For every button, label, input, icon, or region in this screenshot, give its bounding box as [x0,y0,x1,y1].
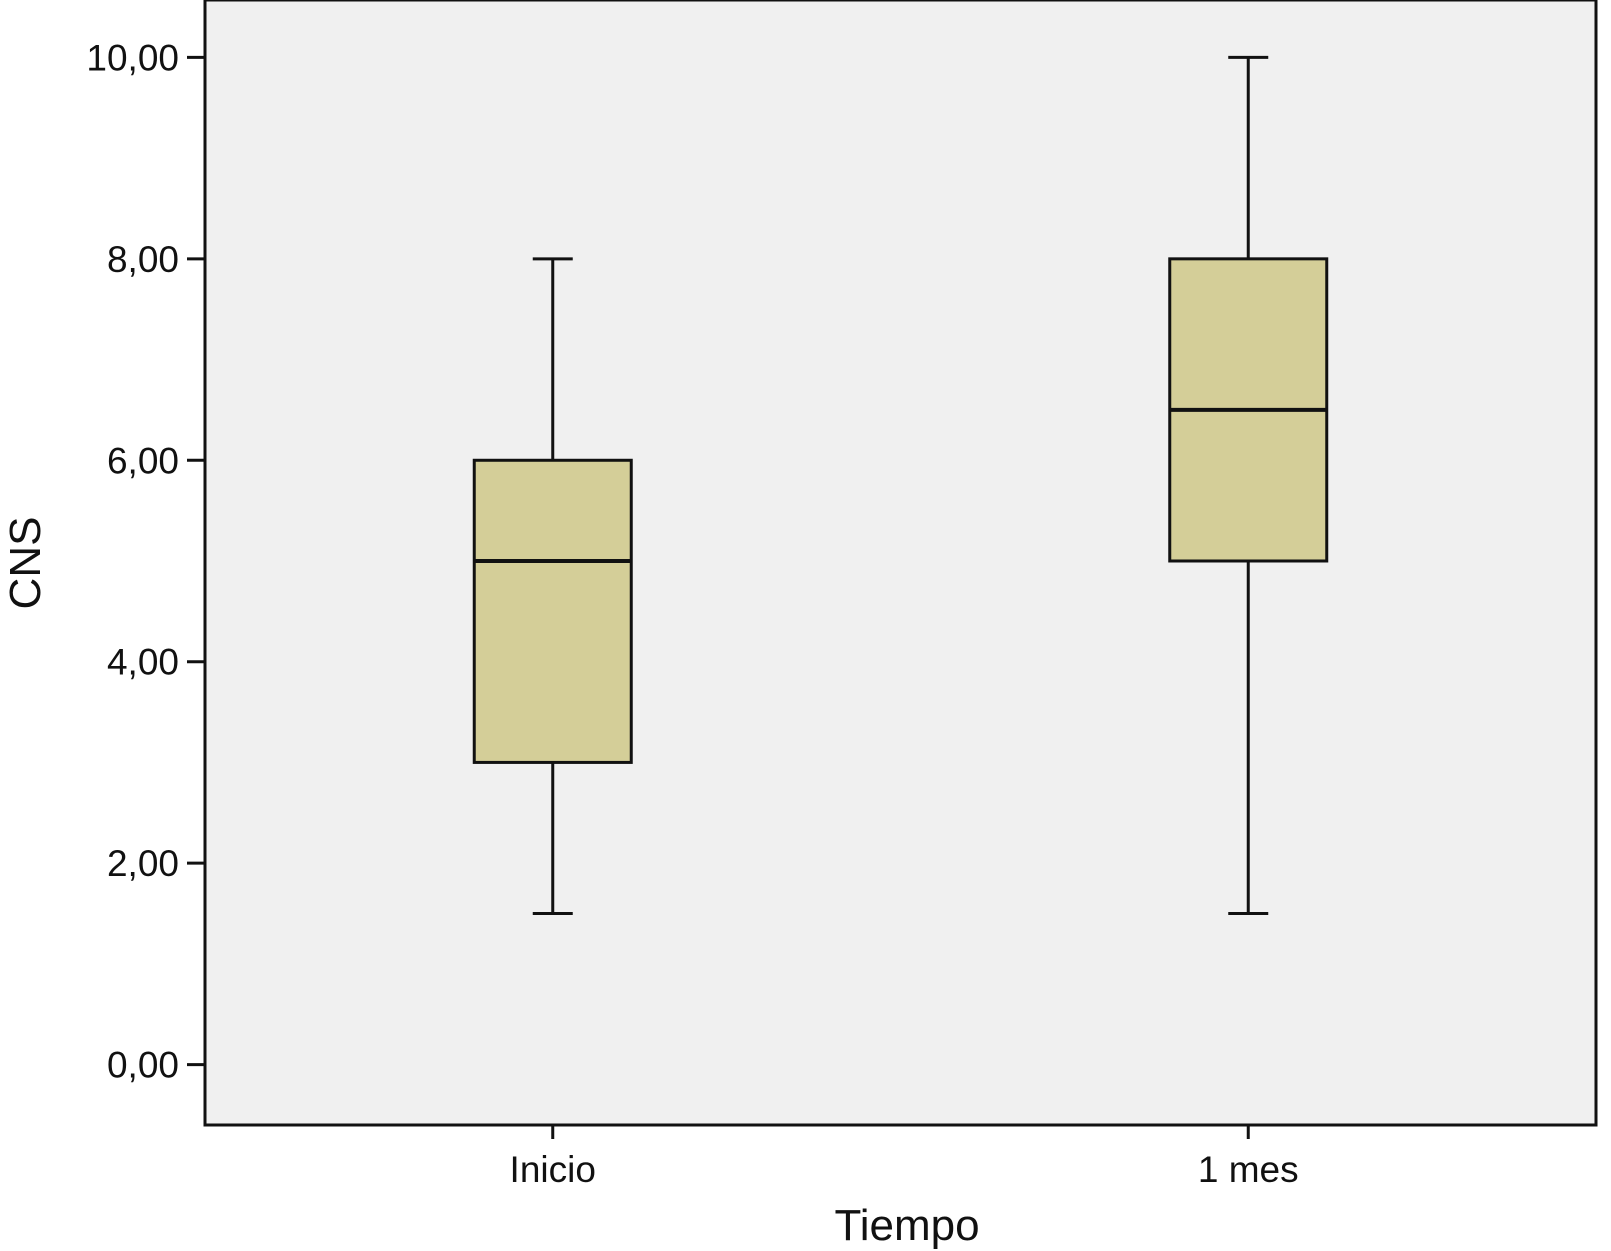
plot-area [203,0,1598,1127]
y-axis: 0,00 2,00 4,00 6,00 8,00 10,00 [86,37,205,1086]
boxes [472,55,1329,915]
y-tick-label: 6,00 [107,440,179,481]
x-axis-title: Tiempo [834,1201,979,1250]
y-tick-label: 0,00 [107,1045,179,1086]
y-tick-label: 2,00 [107,843,179,884]
y-axis-title: CNS [1,517,50,610]
x-tick-label: Inicio [510,1149,596,1190]
y-tick-label: 10,00 [86,37,179,78]
box-1-mes [1168,55,1329,915]
box-iqr [472,458,633,764]
y-tick-label: 4,00 [107,642,179,683]
x-tick-label: 1 mes [1198,1149,1299,1190]
box-inicio [472,257,633,915]
y-tick-label: 8,00 [107,239,179,280]
x-axis: Inicio 1 mes [510,1125,1299,1190]
